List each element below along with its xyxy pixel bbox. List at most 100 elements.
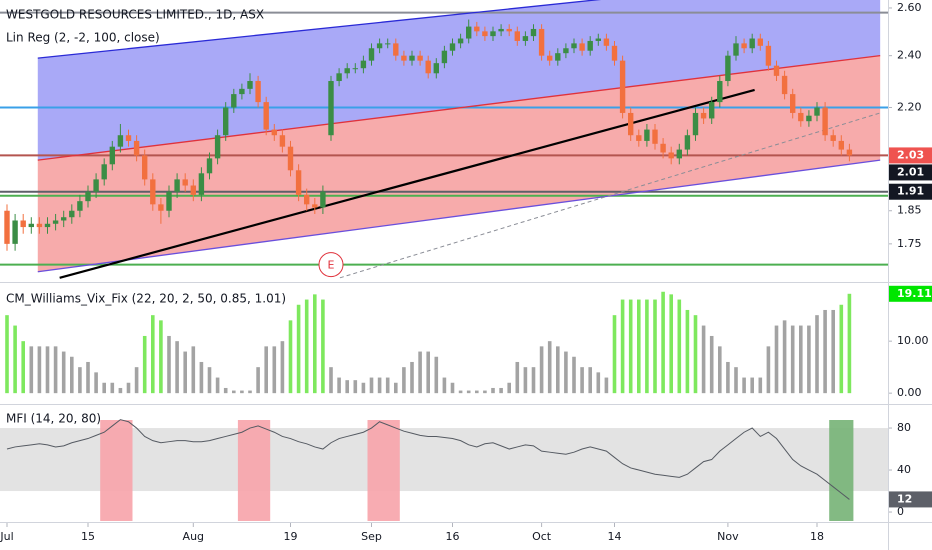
- x-tick-label: 15: [81, 530, 95, 543]
- candle-body: [482, 31, 488, 37]
- candle-body: [749, 38, 755, 49]
- candle-body: [376, 43, 383, 49]
- candle-body: [668, 152, 674, 159]
- channel-fill: [37, 0, 881, 161]
- candle-body: [652, 129, 658, 144]
- bar: [766, 346, 771, 394]
- price-label-text: 2.01: [897, 165, 924, 178]
- bar: [604, 377, 609, 394]
- candle-body: [741, 43, 747, 49]
- bar: [434, 356, 439, 394]
- candle-body: [733, 43, 739, 56]
- candle-body: [28, 223, 34, 228]
- signal-span: [237, 420, 271, 521]
- bar: [742, 377, 746, 394]
- x-tick-label: Oct: [532, 530, 552, 543]
- x-tick-label: 14: [608, 530, 622, 543]
- candle-body: [93, 179, 99, 192]
- earnings-marker: [318, 252, 344, 278]
- candle-body: [198, 173, 205, 195]
- bar: [142, 335, 147, 394]
- price-label-text: 1.91: [897, 185, 924, 198]
- candle-body: [85, 191, 91, 202]
- bar: [353, 380, 358, 394]
- candle-body: [150, 179, 156, 205]
- chart-title: WESTGOLD RESOURCES LIMITED., 1D, ASX: [6, 8, 264, 22]
- earnings-label: E: [328, 259, 335, 272]
- signal-span: [829, 420, 854, 521]
- candle-body: [838, 140, 844, 150]
- candle-body: [433, 63, 439, 74]
- bar: [321, 299, 325, 394]
- candle-body: [781, 75, 788, 95]
- bar: [78, 367, 82, 394]
- bar: [159, 320, 163, 394]
- bar: [288, 320, 293, 394]
- candle-body: [409, 55, 415, 61]
- candle-body: [636, 135, 642, 141]
- bar: [426, 351, 430, 394]
- x-tick-label: Jul: [0, 530, 14, 543]
- bar: [345, 380, 349, 394]
- candle-body: [466, 26, 472, 39]
- bar: [483, 390, 487, 394]
- candle-body: [717, 81, 723, 103]
- candle-body: [417, 55, 423, 61]
- bar: [612, 315, 617, 394]
- candle-body: [555, 53, 561, 61]
- trend-line: [339, 112, 881, 279]
- candle-body: [725, 55, 731, 82]
- bar: [588, 367, 592, 394]
- candle-body: [571, 43, 577, 49]
- bar: [240, 390, 244, 394]
- bar: [507, 382, 511, 394]
- bar: [232, 390, 236, 394]
- mfi-line: [6, 419, 850, 500]
- bar: [628, 299, 633, 394]
- bar: [369, 377, 374, 394]
- bar: [207, 367, 212, 394]
- x-tick-label: Aug: [183, 530, 204, 543]
- bar: [337, 377, 341, 394]
- candle-body: [587, 40, 593, 51]
- candle-body: [806, 115, 812, 122]
- bar: [264, 346, 268, 394]
- candle-body: [206, 158, 213, 174]
- bar: [458, 390, 463, 394]
- bar: [94, 372, 98, 394]
- bar: [402, 367, 406, 394]
- candle-body: [790, 94, 796, 113]
- candle-body: [214, 135, 221, 159]
- candle-body: [814, 107, 820, 116]
- bar: [750, 377, 754, 394]
- candle-body: [401, 55, 407, 61]
- candle-body: [765, 45, 772, 66]
- channel-line: [37, 0, 602, 59]
- bar: [701, 325, 706, 394]
- bar: [296, 304, 301, 394]
- bar: [394, 382, 398, 394]
- candle-body: [20, 220, 26, 228]
- bar: [661, 291, 665, 394]
- candle-body: [603, 38, 610, 46]
- bar: [377, 377, 382, 394]
- candle-body: [709, 102, 715, 119]
- candle-body: [190, 185, 196, 195]
- y-tick-label: 2.60: [897, 1, 922, 14]
- bar: [718, 346, 722, 394]
- candle-body: [69, 210, 75, 218]
- bar: [110, 382, 115, 394]
- bar: [329, 367, 333, 394]
- bar: [807, 325, 811, 394]
- candle-body: [530, 28, 537, 37]
- candle-body: [619, 60, 626, 113]
- price-label: [889, 183, 932, 200]
- bar: [831, 309, 835, 394]
- candle-body: [676, 149, 682, 159]
- candle-body: [628, 112, 634, 136]
- signal-span: [367, 420, 400, 521]
- candle-body: [263, 102, 269, 130]
- bar: [37, 346, 42, 394]
- bar: [272, 346, 277, 394]
- y-tick-label: 0: [897, 505, 904, 518]
